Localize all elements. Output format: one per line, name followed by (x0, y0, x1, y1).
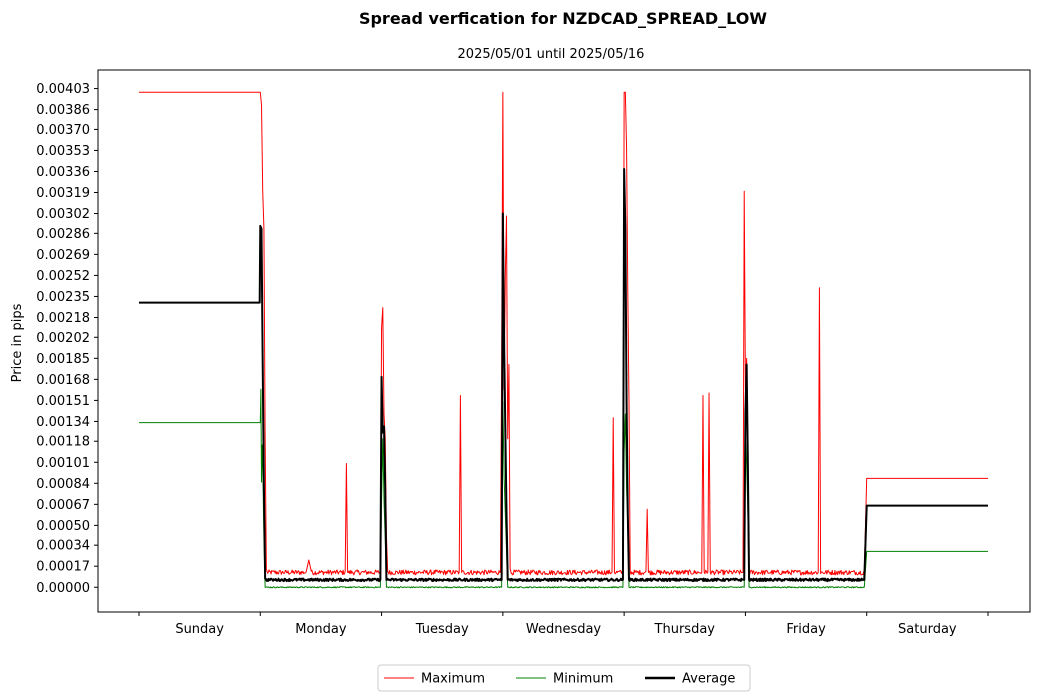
y-tick-label: 0.00151 (36, 394, 90, 409)
y-tick-label: 0.00269 (36, 248, 90, 263)
x-tick-label: Monday (295, 622, 347, 637)
legend-label-maximum: Maximum (421, 672, 485, 687)
y-tick-label: 0.00084 (36, 477, 90, 492)
legend-box (377, 664, 751, 692)
legend: Maximum Minimum Average (377, 664, 751, 692)
x-tick-label: Thursday (654, 622, 716, 637)
y-tick-label: 0.00202 (36, 331, 90, 346)
y-tick-label: 0.00101 (36, 456, 90, 471)
y-axis-label: Price in pips (10, 303, 25, 382)
series-line-maximum (139, 91, 988, 576)
x-tick-label: Friday (786, 622, 826, 637)
y-tick-label: 0.00218 (36, 311, 90, 326)
y-tick-label: 0.00353 (36, 144, 90, 159)
y-tick-label: 0.00336 (36, 165, 90, 180)
y-tick-label: 0.00034 (36, 539, 90, 554)
axes: 0.00000 0.00017 0.00034 0.00050 0.00067 0.000… (36, 69, 1031, 637)
x-tick-label: Sunday (175, 622, 224, 637)
y-tick-label: 0.00286 (36, 227, 90, 242)
y-tick-label: 0.00185 (36, 352, 90, 367)
y-tick-label: 0.00134 (36, 415, 90, 430)
chart-title: Spread verfication for NZDCAD_SPREAD_LOW (359, 9, 767, 28)
y-tick-label: 0.00118 (36, 435, 90, 450)
plot-area (139, 91, 988, 589)
y-tick-label: 0.00000 (36, 581, 90, 596)
plot-frame (97, 69, 1031, 613)
y-tick-label: 0.00252 (36, 269, 90, 284)
legend-label-minimum: Minimum (553, 672, 613, 687)
y-tick-label: 0.00319 (36, 186, 90, 201)
y-tick-label: 0.00067 (36, 498, 90, 513)
y-tick-label: 0.00370 (36, 123, 90, 138)
y-tick-label: 0.00168 (36, 373, 90, 388)
y-tick-label: 0.00302 (36, 207, 90, 222)
x-tick-label: Tuesday (415, 622, 469, 637)
y-tick-label: 0.00403 (36, 82, 90, 97)
y-tick-label: 0.00017 (36, 560, 90, 575)
x-tick-label: Saturday (898, 622, 957, 637)
series-line-average (139, 168, 988, 583)
x-tick-label: Wednesday (526, 622, 602, 637)
chart-subtitle: 2025/05/01 until 2025/05/16 (458, 47, 645, 62)
y-tick-label: 0.00235 (36, 290, 90, 305)
legend-label-average: Average (682, 672, 735, 687)
y-tick-label: 0.00050 (36, 519, 90, 534)
series-line-minimum (139, 388, 988, 589)
y-tick-label: 0.00386 (36, 103, 90, 118)
